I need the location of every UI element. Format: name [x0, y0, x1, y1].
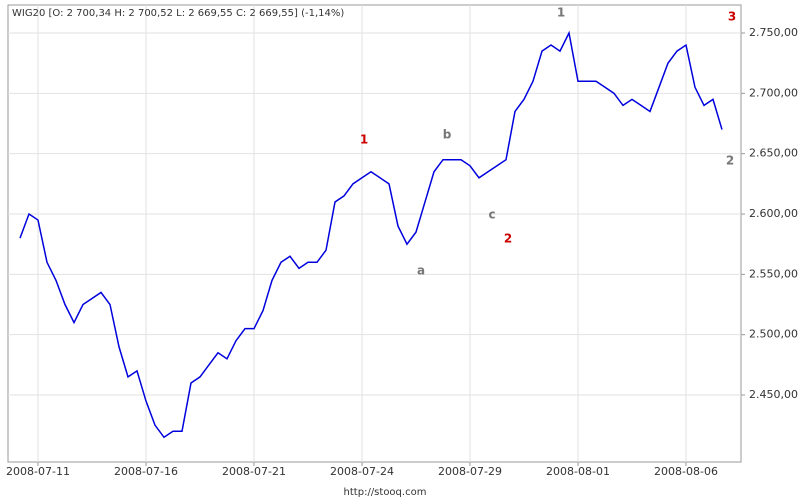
annotation: 2	[726, 154, 734, 168]
plot-area	[7, 4, 742, 463]
annotation: 3	[728, 10, 736, 24]
y-tick-label: 2.500,00	[749, 328, 798, 341]
x-tick-label: 2008-07-21	[222, 465, 286, 478]
price-line	[19, 30, 723, 439]
y-tick-label: 2.750,00	[749, 26, 798, 39]
y-tick-label: 2.700,00	[749, 86, 798, 99]
y-tick-label: 2.650,00	[749, 147, 798, 160]
annotation: a	[417, 264, 425, 278]
annotation: c	[488, 208, 495, 222]
y-tick-label: 2.550,00	[749, 267, 798, 280]
x-tick-label: 2008-07-29	[438, 465, 502, 478]
x-tick-label: 2008-08-01	[546, 465, 610, 478]
x-tick-label: 2008-07-11	[6, 465, 70, 478]
annotation: 2	[504, 232, 512, 246]
chart-title: WIG20 [O: 2 700,34 H: 2 700,52 L: 2 669,…	[12, 8, 344, 19]
y-tick-label: 2.450,00	[749, 388, 798, 401]
annotation: 1	[557, 6, 565, 20]
x-tick-label: 2008-07-24	[330, 465, 394, 478]
footer: http://stooq.com	[344, 487, 427, 498]
annotation: b	[443, 128, 452, 142]
y-tick-label: 2.600,00	[749, 207, 798, 220]
x-tick-label: 2008-08-06	[654, 465, 718, 478]
annotation: 1	[360, 133, 368, 147]
x-tick-label: 2008-07-16	[114, 465, 178, 478]
